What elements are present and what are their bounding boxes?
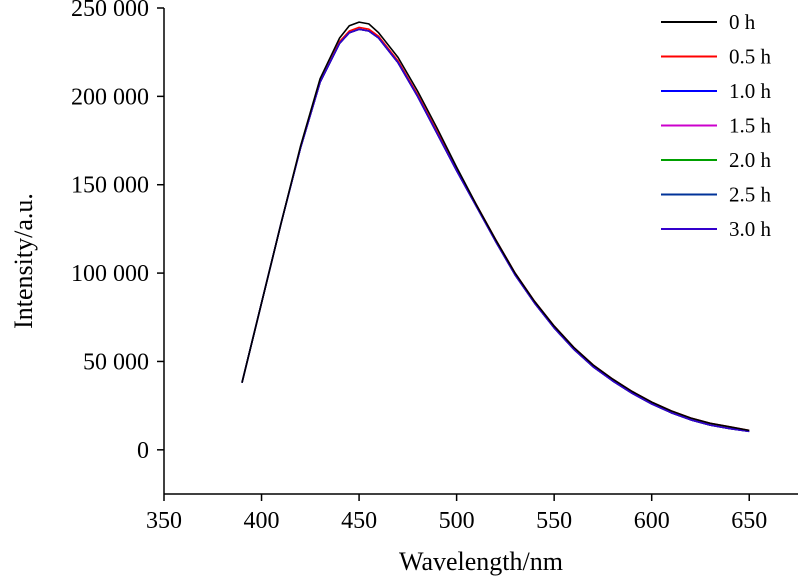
x-tick-label: 600 (634, 508, 670, 534)
axes (163, 8, 798, 495)
x-tick-label: 450 (341, 508, 377, 534)
legend-label: 0 h (729, 10, 756, 34)
y-tick-label: 0 (137, 438, 149, 464)
legend-label: 2.5 h (729, 183, 772, 207)
y-axis-ticks: 0 50 000 100 000 150 000 200 000 250 000 (71, 0, 164, 464)
legend-label: 2.0 h (729, 148, 772, 172)
y-tick-label: 150 000 (71, 173, 149, 199)
y-tick-label: 50 000 (83, 349, 149, 375)
x-tick-label: 650 (731, 508, 767, 534)
series-line-3-0-h (241, 28, 750, 433)
y-tick-label: 100 000 (71, 261, 149, 287)
legend-label: 1.5 h (729, 114, 772, 138)
y-axis-title: Intensity/a.u. (9, 193, 38, 329)
legend: 0 h 0.5 h 1.0 h 1.5 h 2.0 h 2.5 h 3.0 h (661, 10, 772, 241)
x-tick-label: 350 (146, 508, 182, 534)
legend-label: 0.5 h (729, 45, 772, 69)
y-tick-label: 250 000 (71, 0, 149, 22)
series-line-0-h (241, 21, 750, 432)
x-tick-label: 500 (439, 508, 475, 534)
legend-label: 3.0 h (729, 217, 772, 241)
plot-lines (241, 21, 750, 433)
y-tick-label: 200 000 (71, 84, 149, 110)
x-axis-ticks: 350 400 450 500 550 600 650 (146, 494, 767, 534)
x-tick-label: 400 (244, 508, 280, 534)
x-axis-title: Wavelength/nm (399, 547, 563, 576)
x-tick-label: 550 (536, 508, 572, 534)
legend-label: 1.0 h (729, 79, 772, 103)
